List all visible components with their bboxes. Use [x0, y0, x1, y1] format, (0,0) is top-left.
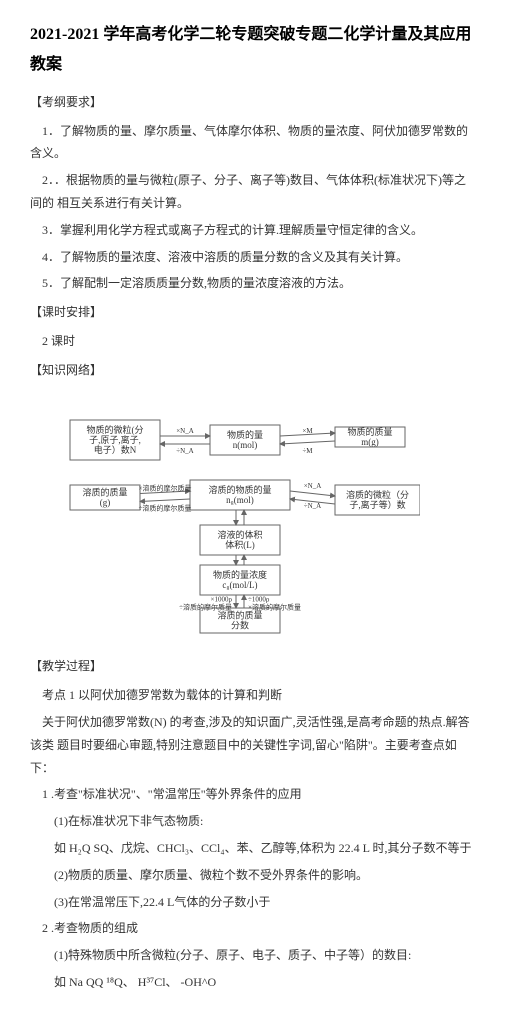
process-sub1-item: (2)物质的质量、摩尔质量、微粒个数不受外界条件的影响。: [30, 864, 475, 887]
req-item: 3．掌握利用化学方程式或离子方程式的计算.理解质量守恒定律的含义。: [30, 219, 475, 242]
svg-text:溶质的质量: 溶质的质量: [82, 486, 127, 497]
process-item: 考点 1 以阿伏加德罗常数为载体的计算和判断: [30, 684, 475, 707]
svg-text:n(mol): n(mol): [233, 440, 258, 450]
svg-text:物质的质量: 物质的质量: [347, 426, 392, 437]
svg-text:溶液的体积: 溶液的体积: [217, 529, 262, 540]
svg-text:物质的量浓度: 物质的量浓度: [213, 569, 267, 580]
req-item: 5．了解配制一定溶质质量分数,物质的量浓度溶液的方法。: [30, 272, 475, 295]
svg-text:分数: 分数: [231, 619, 249, 630]
process-sub1-item: (1)在标准状况下非气态物质:: [30, 810, 475, 833]
section-schedule-head: 【课时安排】: [30, 301, 475, 324]
svg-text:×溶质的摩尔质量: ×溶质的摩尔质量: [248, 602, 301, 611]
process-sub2-item: (1)特殊物质中所含微粒(分子、原子、电子、质子、中子等）的数目:: [30, 944, 475, 967]
svg-text:×N_A: ×N_A: [176, 427, 194, 435]
svg-text:m(g): m(g): [361, 437, 379, 447]
svg-text:÷溶质的摩尔质量: ÷溶质的摩尔质量: [139, 503, 192, 512]
process-sub2-item: 如 Na QQ ¹⁸Q、 H³⁷Cl、 -OH^O: [30, 971, 475, 994]
page-title: 2021-2021 学年高考化学二轮专题突破专题二化学计量及其应用教案: [30, 20, 475, 81]
process-sub2: 2 .考查物质的组成: [30, 917, 475, 940]
req-item: 4．了解物质的量浓度、溶液中溶质的质量分数的含义及其有关计算。: [30, 246, 475, 269]
svg-text:(g): (g): [100, 497, 111, 507]
process-item: 关于阿伏加德罗常数(N) 的考查,涉及的知识面广,灵活性强,是高考命题的热点.解…: [30, 711, 475, 779]
svg-text:×M: ×M: [302, 427, 313, 435]
svg-text:体积(L): 体积(L): [225, 539, 255, 550]
section-process-head: 【教学过程】: [30, 655, 475, 678]
knowledge-network-diagram: 物质的微粒(分子,原子,离子,电子）数N 物质的量n(mol) 物质的质量m(g) 溶…: [60, 390, 420, 648]
svg-text:溶质的微粒（分: 溶质的微粒（分: [346, 489, 409, 500]
schedule-body: 2 课时: [30, 330, 475, 353]
svg-text:子,原子,离子,: 子,原子,离子,: [89, 434, 141, 445]
svg-text:×溶质的摩尔质量: ×溶质的摩尔质量: [139, 483, 192, 492]
req-item: 2．．根据物质的量与微粒(原子、分子、离子等)数目、气体体积(标准状况下)等之间…: [30, 169, 475, 215]
svg-text:÷N_A: ÷N_A: [304, 502, 321, 510]
svg-text:÷N_A: ÷N_A: [176, 447, 193, 455]
svg-text:溶质的物质的量: 溶质的物质的量: [208, 484, 271, 495]
svg-text:÷溶质的摩尔质量: ÷溶质的摩尔质量: [179, 602, 232, 611]
svg-text:物质的微粒(分: 物质的微粒(分: [87, 424, 144, 435]
section-requirements-head: 【考纲要求】: [30, 91, 475, 114]
svg-text:物质的量: 物质的量: [227, 429, 263, 440]
svg-text:×1000ρ: ×1000ρ: [211, 595, 233, 603]
svg-text:×N_A: ×N_A: [304, 482, 322, 490]
svg-text:子,离子等）数: 子,离子等）数: [349, 499, 405, 510]
svg-text:电子）数N: 电子）数N: [94, 444, 137, 455]
svg-text:n₈(mol): n₈(mol): [226, 495, 254, 505]
svg-text:c₈(mol/L): c₈(mol/L): [222, 580, 257, 590]
req-item: 1．了解物质的量、摩尔质量、气体摩尔体积、物质的量浓度、阿伏加德罗常数的含义。: [30, 120, 475, 166]
section-network-head: 【知识网络】: [30, 359, 475, 382]
svg-text:÷1000ρ: ÷1000ρ: [248, 595, 270, 603]
svg-text:÷M: ÷M: [302, 447, 313, 455]
process-sub1-item: 如 H₂Q SQ、戊烷、CHCl₃、CCl₄、苯、乙醇等,体积为 22.4 L …: [30, 837, 475, 860]
process-sub1-item: (3)在常温常压下,22.4 L气体的分子数小于: [30, 891, 475, 914]
process-sub1: 1 .考查"标准状况"、"常温常压"等外界条件的应用: [30, 783, 475, 806]
